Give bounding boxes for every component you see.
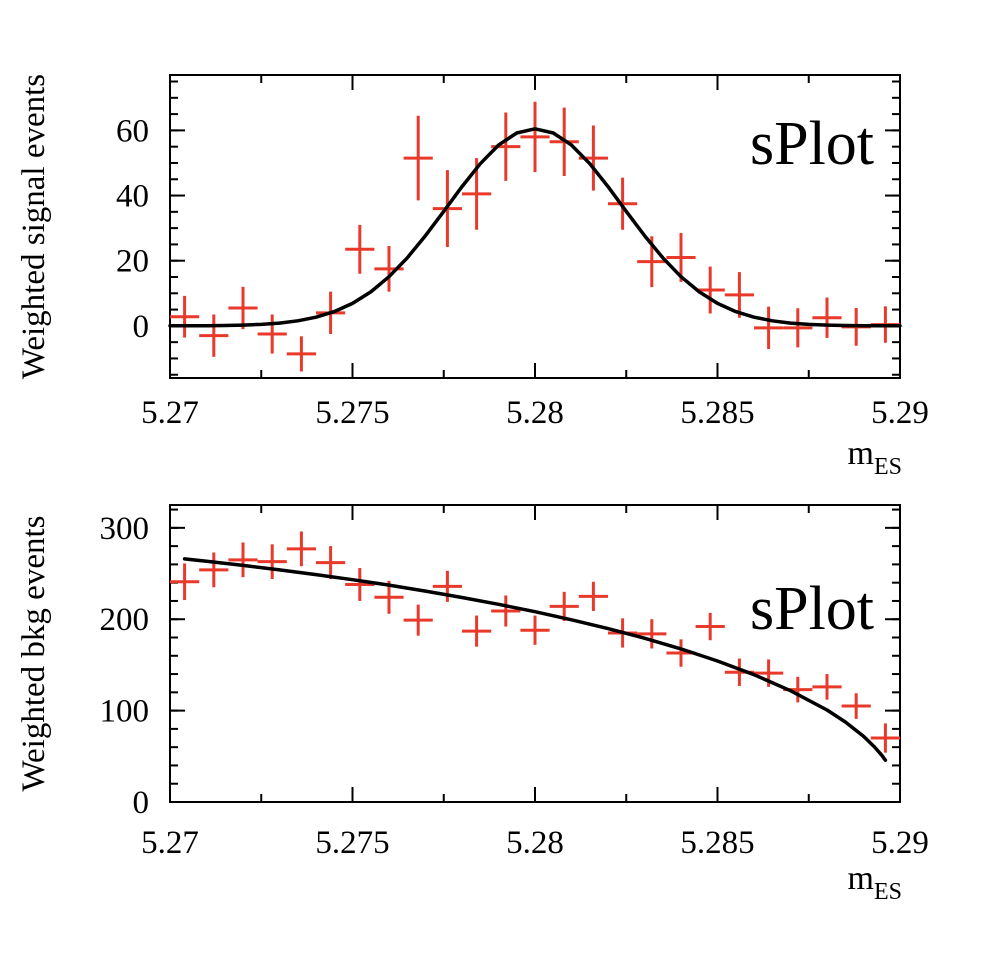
x-tick-label: 5.28 (506, 395, 564, 431)
x-axis-title: mES (848, 435, 902, 480)
y-tick-label: 0 (133, 785, 150, 821)
x-tick-label: 5.275 (315, 825, 389, 861)
x-axis-title: mES (848, 860, 902, 905)
x-tick-label: 5.285 (680, 825, 754, 861)
fit-curve (182, 557, 888, 762)
y-tick-label: 300 (100, 511, 150, 547)
x-tick-label: 5.29 (871, 395, 929, 431)
axis-ticks (169, 505, 901, 803)
tick-labels: 5.27 5.275 5.28 5.285 5.29 0 20 40 60 (116, 113, 929, 431)
x-tick-label: 5.27 (141, 825, 199, 861)
x-tick-label: 5.28 (506, 825, 564, 861)
axis-ticks (169, 75, 901, 378)
x-tick-label: 5.29 (871, 825, 929, 861)
x-tick-label: 5.275 (315, 395, 389, 431)
annotation-splot: sPlot (750, 110, 874, 178)
y-axis-title: Weighted bkg events (16, 516, 52, 792)
y-tick-label: 100 (100, 694, 150, 730)
plot-frame (169, 504, 901, 803)
y-axis-title: Weighted signal events (16, 74, 52, 379)
y-tick-label: 20 (116, 244, 149, 280)
y-tick-label: 60 (116, 113, 149, 149)
y-tick-label: 40 (116, 179, 149, 215)
x-tick-label: 5.27 (141, 395, 199, 431)
x-tick-label: 5.285 (680, 395, 754, 431)
background-plot: 5.27 5.275 5.28 5.285 5.29 0 100 200 300 Weighted… (16, 504, 929, 905)
y-tick-label: 200 (100, 602, 150, 638)
signal-plot: 5.27 5.275 5.28 5.285 5.29 0 20 40 60 Weighted si… (16, 74, 929, 480)
fit-curve (168, 127, 902, 328)
y-tick-label: 0 (133, 309, 150, 345)
plot-frame (169, 74, 901, 379)
tick-labels: 5.27 5.275 5.28 5.285 5.29 0 100 200 300 (100, 511, 929, 861)
annotation-splot: sPlot (750, 575, 874, 643)
